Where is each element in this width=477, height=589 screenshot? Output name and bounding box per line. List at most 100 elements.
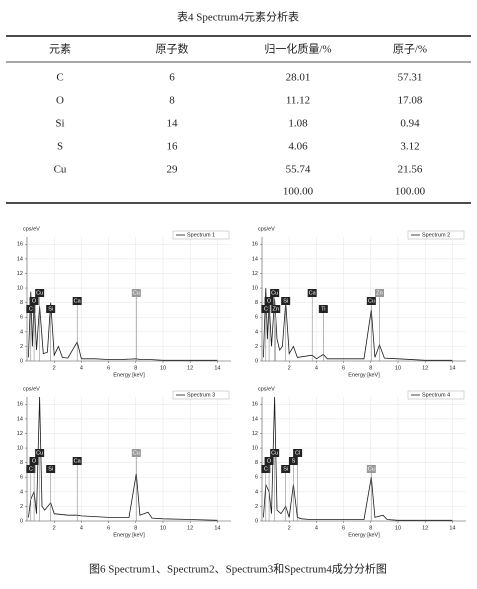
element-label: Si [48,306,53,312]
element-box [35,289,45,297]
y-tick-label: 6 [20,475,23,481]
x-axis-label: Energy [keV] [348,372,380,378]
table-cell: 0.94 [400,118,420,130]
element-box [270,289,280,297]
element-label: Si [283,466,288,472]
table-cell: 28.01 [286,72,311,84]
table-cell: 100.00 [395,186,426,198]
table-header-cell: 归一化质量/% [264,42,331,56]
element-label: Cu [133,450,140,456]
y-tick-label: 2 [255,344,258,350]
table-cell: 6 [169,72,175,84]
element-label: Zn [376,290,382,296]
element-label: Ca [74,298,82,304]
x-tick-label: 2 [288,365,291,371]
x-tick-label: 8 [134,525,137,531]
element-label: Cu [271,290,278,296]
table-cell: 55.74 [286,164,311,176]
y-tick-label: 8 [255,460,258,466]
table-cell: S [57,141,63,153]
figure-caption: 图6 Spectrum1、Spectrum2、Spectrum3和Spectru… [89,562,387,576]
element-box [288,457,298,465]
y-tick-label: 0 [20,518,23,524]
y-axis-label: cps/eV [23,226,40,232]
element-box [270,449,280,457]
y-tick-label: 14 [252,416,258,422]
y-tick-label: 8 [20,300,23,306]
y-tick-label: 8 [255,300,258,306]
element-label: Si [283,298,288,304]
y-tick-label: 0 [255,358,258,364]
element-box [307,289,317,297]
element-label: C [29,306,33,312]
element-box [46,465,56,473]
y-tick-label: 12 [252,431,258,437]
y-tick-label: 6 [255,315,258,321]
y-tick-label: 2 [20,344,23,350]
y-tick-label: 14 [17,416,23,422]
x-tick-label: 4 [80,525,83,531]
x-tick-label: 10 [160,525,166,531]
spectrum-line [28,396,218,521]
element-label: S [292,458,296,464]
legend-box [407,230,465,240]
y-tick-label: 4 [20,489,23,495]
x-tick-label: 14 [449,525,455,531]
x-tick-label: 14 [449,365,455,371]
element-box [29,457,39,465]
y-tick-label: 6 [255,475,258,481]
y-tick-label: 4 [255,489,258,495]
y-tick-label: 6 [20,315,23,321]
x-tick-label: 10 [160,365,166,371]
y-axis-label: cps/eV [258,226,275,232]
y-tick-label: 2 [20,504,23,510]
element-box [72,457,82,465]
element-box [271,305,281,313]
x-tick-label: 12 [422,365,428,371]
element-label: Cu [271,450,278,456]
y-tick-label: 16 [17,242,23,248]
element-box [131,289,141,297]
element-box [293,449,303,457]
x-tick-label: 8 [134,365,137,371]
x-tick-label: 6 [342,525,345,531]
element-box [131,449,141,457]
element-label: Cu [368,466,375,472]
x-tick-label: 10 [395,525,401,531]
element-label: Ti [321,306,325,312]
element-label: Cl [295,450,300,456]
element-box [261,465,271,473]
element-label: C [264,306,268,312]
element-label: Zn [273,306,279,312]
element-box [281,465,291,473]
element-box [281,297,291,305]
x-tick-label: 10 [395,365,401,371]
y-tick-label: 16 [252,242,258,248]
table-cell: 21.56 [398,164,423,176]
y-tick-label: 10 [252,446,258,452]
x-tick-label: 14 [214,365,220,371]
y-tick-label: 10 [252,286,258,292]
element-box [46,305,56,313]
y-tick-label: 12 [252,271,258,277]
y-tick-label: 8 [20,460,23,466]
spectrum-line [263,288,453,361]
x-tick-label: 12 [422,525,428,531]
table-cell: 14 [167,118,179,130]
x-tick-label: 2 [53,525,56,531]
x-tick-label: 4 [315,525,318,531]
legend-box [172,390,230,400]
table-title: 表4 Spectrum4元素分析表 [177,10,299,24]
legend-box [172,230,230,240]
table-header-cell: 原子/% [393,43,427,56]
element-box [72,297,82,305]
element-label: Si [48,466,53,472]
x-axis-label: Energy [keV] [113,372,145,378]
x-tick-label: 14 [214,525,220,531]
table-cell: Cu [54,164,67,176]
table-cell: 3.12 [400,141,419,153]
y-tick-label: 0 [20,358,23,364]
element-box [264,457,274,465]
x-tick-label: 4 [315,365,318,371]
